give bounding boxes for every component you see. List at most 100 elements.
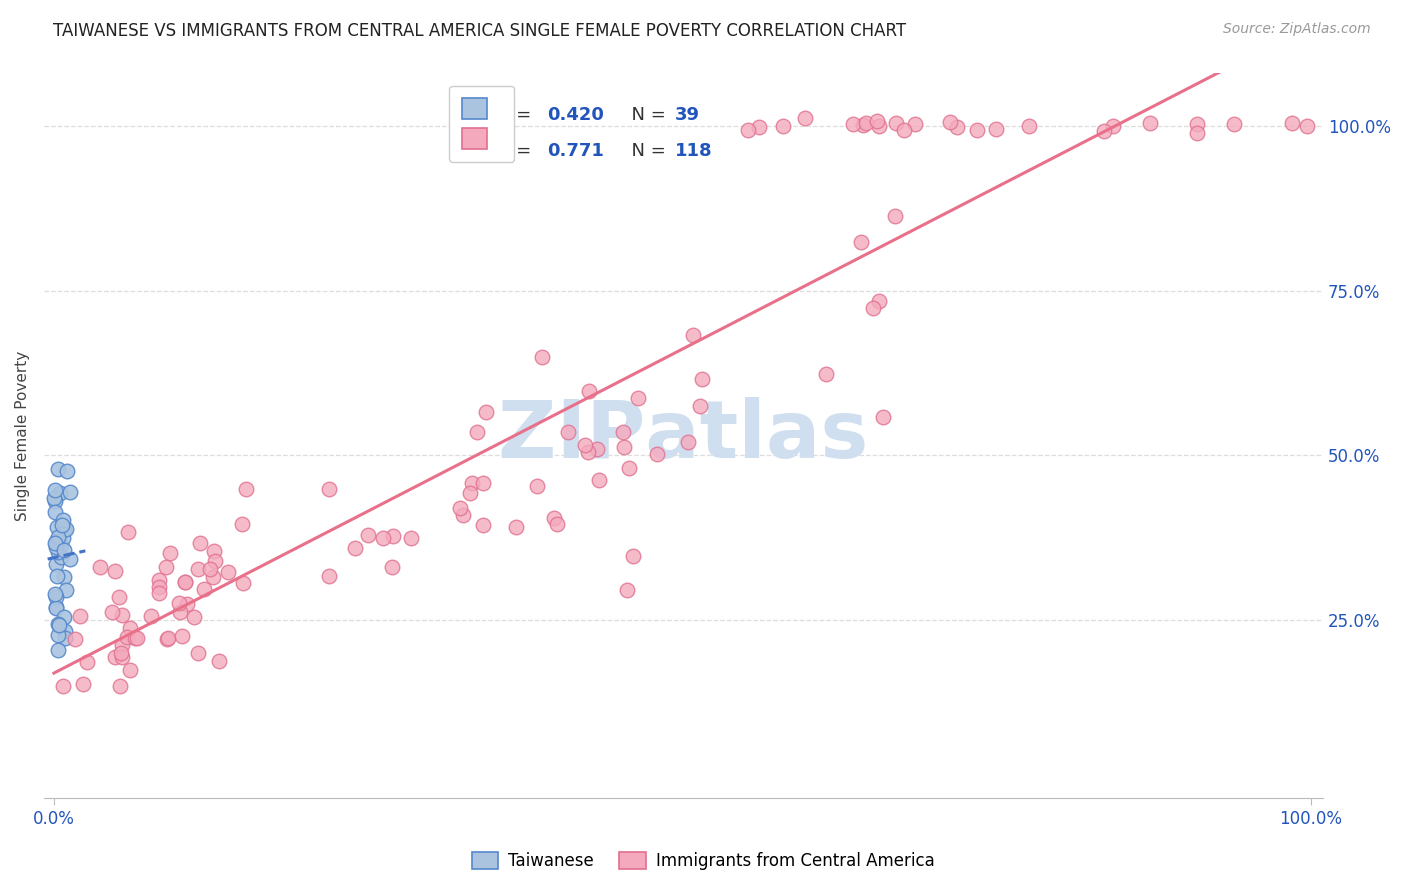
Point (53, 569, 76, 583)
Point (862, 301, 884, 316)
Point (202, 544, 225, 558)
Point (141, 609, 163, 624)
Point (52, 512, 75, 526)
Point (884, 116, 907, 130)
Point (578, 384, 600, 399)
Point (318, 482, 340, 496)
Point (357, 527, 380, 541)
Point (689, 399, 711, 413)
Point (531, 350, 554, 364)
Point (48, 618, 70, 632)
Point (471, 476, 494, 491)
Point (588, 473, 610, 487)
Point (1092, 123, 1115, 137)
Point (45, 533, 67, 547)
Point (101, 605, 124, 619)
Point (852, 118, 875, 132)
Point (621, 549, 644, 564)
Point (155, 632, 177, 646)
Point (613, 440, 636, 454)
Point (108, 679, 131, 693)
Point (235, 482, 257, 496)
Text: ZIP​atlas: ZIP​atlas (498, 397, 869, 475)
Point (45, 601, 67, 615)
Point (543, 511, 565, 525)
Point (111, 638, 134, 652)
Point (46, 643, 69, 657)
Point (52, 531, 75, 545)
Point (63, 632, 86, 647)
Point (176, 597, 198, 611)
Point (148, 573, 170, 587)
Point (772, 119, 794, 133)
Text: 118: 118 (675, 142, 713, 160)
Point (45, 599, 67, 614)
Point (612, 425, 634, 440)
Point (53, 631, 76, 645)
Text: R =: R = (498, 142, 537, 160)
Y-axis label: Single Female Poverty: Single Female Poverty (15, 351, 30, 521)
Point (318, 569, 340, 583)
Point (208, 654, 231, 668)
Point (586, 442, 609, 456)
Point (193, 582, 215, 597)
Point (167, 596, 190, 610)
Text: N =: N = (620, 105, 671, 124)
Legend: Taiwanese, Immigrants from Central America: Taiwanese, Immigrants from Central Ameri… (465, 845, 941, 877)
Point (201, 570, 224, 584)
Point (44, 491, 66, 505)
Point (1102, 119, 1125, 133)
Point (45, 541, 67, 555)
Point (865, 114, 887, 128)
Point (231, 516, 253, 531)
Point (104, 564, 127, 578)
Point (44, 493, 66, 508)
Point (692, 372, 714, 386)
Point (52, 610, 75, 624)
Point (53, 523, 76, 537)
Point (53, 624, 76, 638)
Point (939, 115, 962, 129)
Point (842, 117, 865, 131)
Point (1295, 119, 1317, 133)
Point (855, 116, 877, 130)
Point (748, 120, 770, 134)
Point (157, 631, 180, 645)
Point (103, 650, 125, 665)
Point (55, 522, 77, 536)
Point (343, 541, 366, 556)
Point (49, 550, 72, 565)
Point (872, 409, 894, 424)
Point (453, 508, 475, 523)
Point (117, 630, 139, 644)
Point (217, 565, 239, 579)
Point (945, 120, 967, 134)
Point (399, 531, 422, 545)
Point (110, 650, 132, 665)
Point (52, 679, 75, 693)
Legend: , : , (450, 86, 515, 161)
Point (200, 561, 222, 575)
Point (449, 501, 471, 516)
Point (232, 575, 254, 590)
Point (984, 122, 1007, 136)
Text: 0.420: 0.420 (547, 105, 603, 124)
Point (737, 123, 759, 137)
Point (89, 559, 111, 574)
Point (1223, 117, 1246, 131)
Point (467, 425, 489, 440)
Point (793, 111, 815, 125)
Point (46, 628, 69, 642)
Point (48, 545, 70, 559)
Point (56, 464, 79, 478)
Point (617, 461, 640, 475)
Point (125, 631, 148, 645)
Point (868, 119, 890, 133)
Point (72, 677, 94, 691)
Point (1185, 126, 1208, 140)
Point (1018, 120, 1040, 134)
Point (118, 621, 141, 635)
Point (627, 391, 650, 405)
Point (173, 574, 195, 589)
Point (883, 209, 905, 223)
